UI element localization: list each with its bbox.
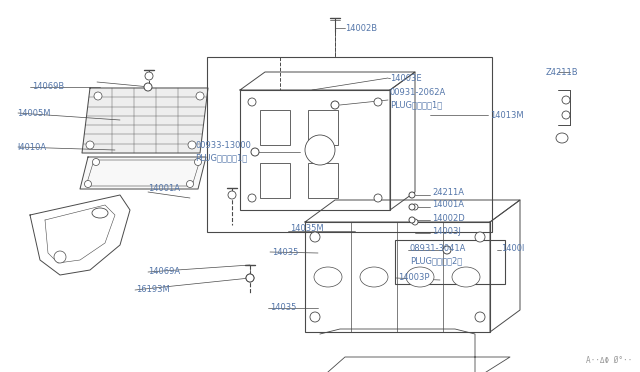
Ellipse shape	[196, 92, 204, 100]
Ellipse shape	[556, 133, 568, 143]
Ellipse shape	[310, 232, 320, 242]
Ellipse shape	[331, 101, 339, 109]
Text: 14035M: 14035M	[290, 224, 324, 232]
Ellipse shape	[248, 98, 256, 106]
Text: 14001A: 14001A	[148, 183, 180, 192]
Text: 00931-2062A: 00931-2062A	[390, 87, 446, 96]
Ellipse shape	[251, 148, 259, 156]
Ellipse shape	[562, 111, 570, 119]
Bar	[308, 163, 338, 198]
Text: 14003P: 14003P	[398, 273, 429, 282]
Text: l4010A: l4010A	[17, 142, 46, 151]
Bar	[308, 110, 338, 145]
Text: Z4211B: Z4211B	[546, 67, 579, 77]
Ellipse shape	[374, 98, 382, 106]
Text: 14013M: 14013M	[490, 110, 524, 119]
Ellipse shape	[409, 217, 415, 223]
Ellipse shape	[228, 191, 236, 199]
Ellipse shape	[409, 192, 415, 198]
Text: 00933-13000: 00933-13000	[195, 141, 251, 150]
Ellipse shape	[374, 194, 382, 202]
Polygon shape	[80, 157, 206, 189]
Ellipse shape	[93, 158, 99, 166]
Text: 14035: 14035	[272, 247, 298, 257]
Ellipse shape	[246, 274, 254, 282]
Ellipse shape	[409, 204, 415, 210]
Ellipse shape	[360, 267, 388, 287]
Text: 1400l: 1400l	[501, 244, 524, 253]
Ellipse shape	[84, 180, 92, 187]
Bar	[240, 90, 390, 210]
Ellipse shape	[145, 72, 153, 80]
Ellipse shape	[443, 246, 451, 254]
Polygon shape	[82, 88, 208, 153]
Ellipse shape	[195, 158, 202, 166]
Ellipse shape	[86, 141, 94, 149]
Text: 14035: 14035	[270, 304, 296, 312]
Text: 14002B: 14002B	[345, 23, 377, 32]
Text: 14005M: 14005M	[17, 109, 51, 118]
Bar	[305, 222, 490, 332]
Ellipse shape	[406, 267, 434, 287]
Ellipse shape	[412, 204, 418, 210]
Bar	[260, 163, 290, 198]
Text: 14001A: 14001A	[432, 199, 464, 208]
Text: 08931-3041A: 08931-3041A	[410, 244, 467, 253]
Ellipse shape	[246, 274, 254, 282]
Bar	[395, 240, 505, 284]
Ellipse shape	[188, 141, 196, 149]
Text: PLUGプラグ（1）: PLUGプラグ（1）	[195, 154, 247, 163]
Text: A··ΔΦ Ø°··: A··ΔΦ Ø°··	[586, 356, 632, 365]
Ellipse shape	[452, 267, 480, 287]
Ellipse shape	[54, 251, 66, 263]
Text: 14069B: 14069B	[32, 81, 64, 90]
Ellipse shape	[562, 96, 570, 104]
Ellipse shape	[186, 180, 193, 187]
Text: PLUGプラグ（2）: PLUGプラグ（2）	[410, 257, 462, 266]
Text: 14002D: 14002D	[432, 214, 465, 222]
Ellipse shape	[475, 232, 485, 242]
Bar	[260, 110, 290, 145]
Ellipse shape	[144, 83, 152, 91]
Ellipse shape	[310, 312, 320, 322]
Ellipse shape	[92, 208, 108, 218]
Bar	[207, 57, 492, 232]
Ellipse shape	[248, 194, 256, 202]
Text: 14003J: 14003J	[432, 227, 461, 235]
Text: 24211A: 24211A	[432, 187, 464, 196]
Text: 14003E: 14003E	[390, 74, 422, 83]
Ellipse shape	[305, 135, 335, 165]
Text: 16193M: 16193M	[136, 285, 170, 295]
Text: 14069A: 14069A	[148, 267, 180, 276]
Ellipse shape	[475, 312, 485, 322]
Ellipse shape	[412, 219, 418, 225]
Ellipse shape	[94, 92, 102, 100]
Text: PLUGプラグ（1）: PLUGプラグ（1）	[390, 100, 442, 109]
Ellipse shape	[314, 267, 342, 287]
